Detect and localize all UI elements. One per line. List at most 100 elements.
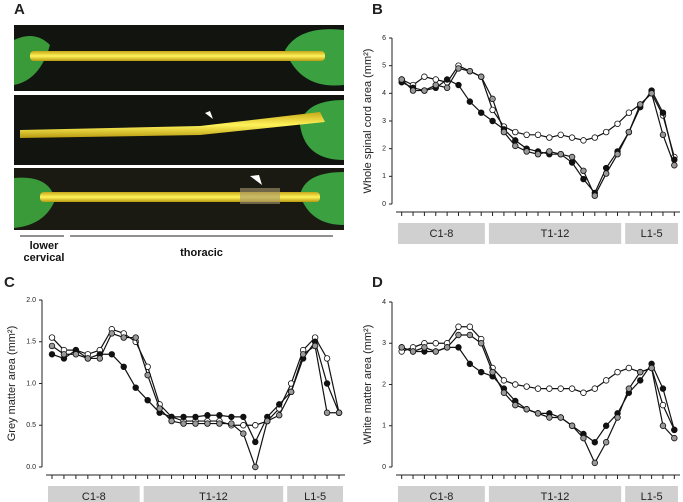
region-box [625,486,678,502]
y-tick-label: 6 [382,35,386,42]
data-point [144,371,151,379]
data-point [323,380,331,387]
data-point [637,377,644,384]
data-point [252,438,259,446]
data-point [523,131,530,139]
data-point [478,73,485,80]
data-point [523,383,530,390]
data-point [659,109,667,116]
data-point [546,385,553,392]
data-point [591,192,598,199]
data-point [614,150,621,158]
data-point [443,76,451,83]
data-point [323,355,331,362]
y-tick-label: 1.0 [26,380,36,387]
data-point [625,364,633,372]
data-point [432,76,439,83]
data-point [546,414,553,421]
data-point [512,401,519,409]
data-point [591,439,598,446]
data-point [568,153,576,161]
data-point [72,351,80,358]
data-point [144,397,151,404]
data-point [602,439,610,446]
data-point [489,368,496,376]
data-point [192,413,199,421]
data-point [264,417,271,425]
data-point [180,420,187,427]
data-point [478,109,485,116]
region-label: T1-12 [541,228,570,240]
data-point [602,422,610,429]
y-tick-label: 1 [382,173,386,180]
data-point [443,84,451,91]
data-point [421,73,428,80]
data-point [180,413,187,421]
data-point [156,405,163,412]
data-point [466,331,474,339]
data-point [60,351,68,358]
data-point [108,330,115,337]
data-point [478,340,485,347]
data-point [671,434,678,442]
data-point [591,459,598,467]
data-point [398,76,405,83]
data-point [252,463,259,471]
data-point [323,409,331,416]
y-tick-label: 0 [382,464,386,471]
y-tick-label: 3 [382,118,386,125]
data-point [466,98,474,105]
series-line [401,334,675,465]
data-point [311,342,319,350]
data-point [466,323,474,330]
region-label: T1-12 [541,491,570,502]
data-point [580,389,587,396]
region-label: L1-5 [304,491,326,502]
region-label: L1-5 [641,491,663,502]
data-point [443,344,451,351]
panel-letter: A [14,1,25,18]
data-point [568,159,576,166]
region-box [488,223,622,244]
data-point [216,420,223,427]
y-tick-label: 4 [382,90,386,97]
series-line [401,346,675,444]
y-tick-label: 2 [382,146,386,153]
data-point [580,434,587,442]
data-point [299,351,307,358]
data-point [489,117,496,125]
data-point [625,128,633,136]
data-point [625,109,633,116]
data-point [276,401,283,408]
data-point [466,360,474,368]
region-box [143,486,284,502]
region-label: T1-12 [199,491,228,502]
data-point [512,128,519,136]
data-point [591,134,598,141]
region-box [398,486,485,502]
data-point [240,422,247,429]
photo-2 [14,95,344,165]
data-point [671,162,678,169]
data-point [648,90,655,97]
series-line [51,340,340,444]
data-point [421,344,428,351]
data-point [546,134,553,141]
data-point [204,420,211,427]
data-point [48,351,56,358]
data-point [659,401,667,409]
y-axis-label: Grey matter area (mm²) [6,326,18,442]
y-tick-label: 3 [382,340,386,347]
region-box [48,486,140,502]
data-point [432,340,439,347]
data-point [421,87,428,94]
data-point [602,128,610,136]
data-point [478,368,485,376]
data-point [512,142,519,150]
region-box [287,486,343,502]
data-point [455,323,462,330]
data-point [671,426,678,434]
data-point [335,409,343,416]
